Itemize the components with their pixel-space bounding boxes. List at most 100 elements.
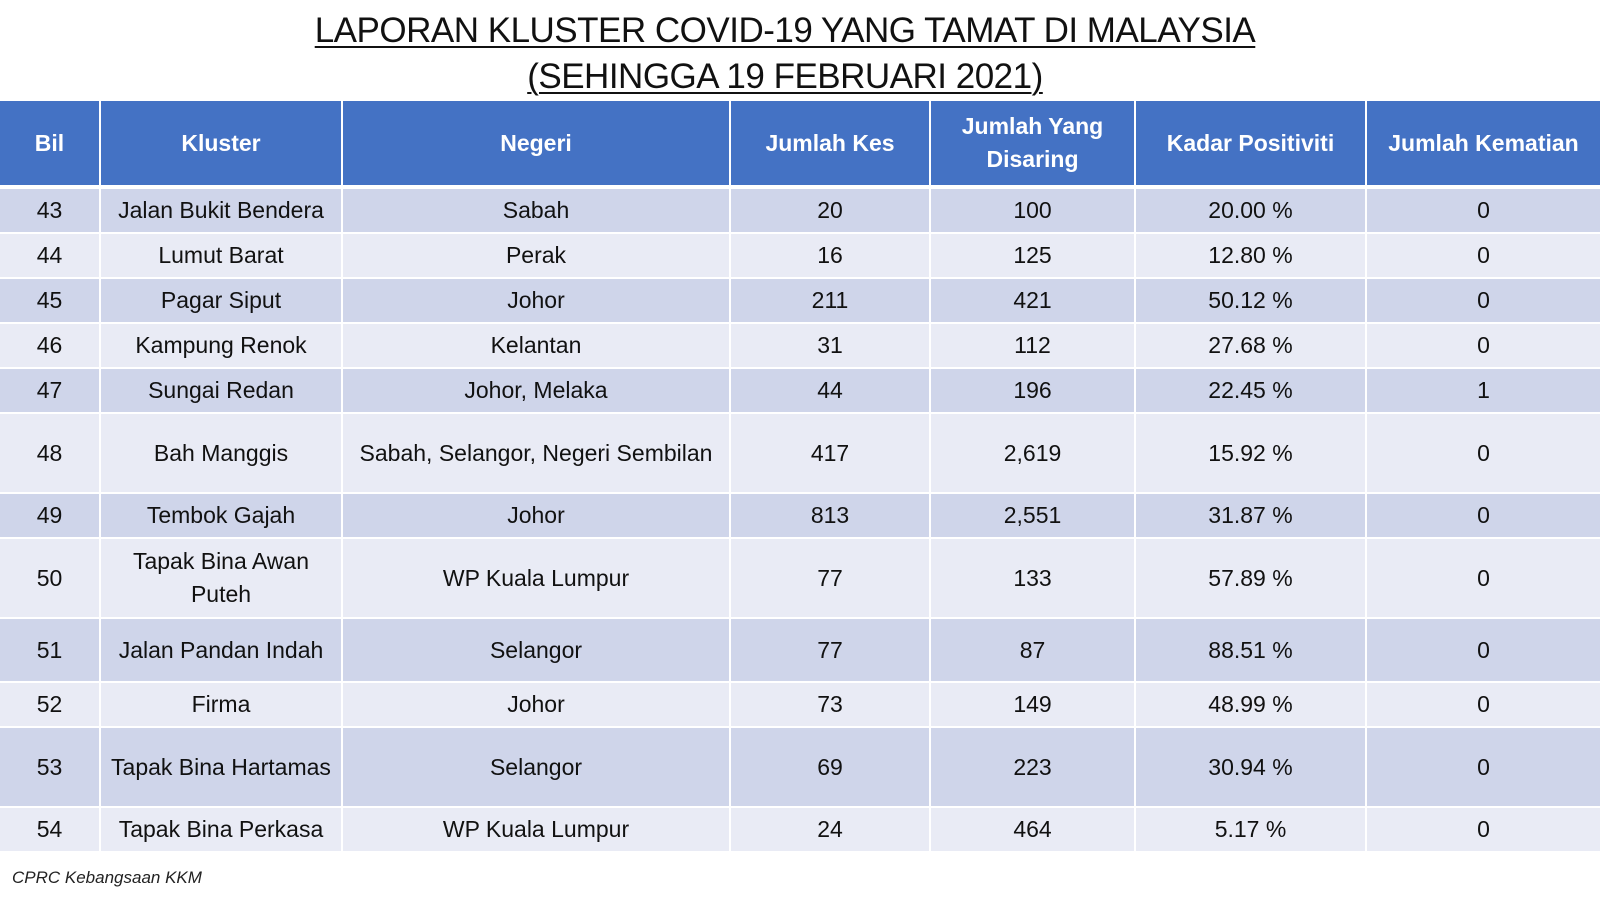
cell-bil: 43 bbox=[0, 187, 101, 234]
cell-kluster: Bah Manggis bbox=[100, 413, 343, 494]
cell-kadar-positiviti: 48.99 % bbox=[1135, 682, 1367, 728]
cell-jumlah-disaring: 149 bbox=[930, 682, 1136, 728]
cell-kluster: Pagar Siput bbox=[100, 278, 343, 324]
cell-bil: 50 bbox=[0, 538, 101, 619]
header-kluster: Kluster bbox=[100, 101, 343, 189]
header-bil: Bil bbox=[0, 101, 101, 189]
cell-jumlah-disaring: 2,619 bbox=[930, 413, 1136, 494]
table-row: 53 Tapak Bina Hartamas Selangor 69 223 3… bbox=[0, 727, 1600, 808]
cell-jumlah-kes: 24 bbox=[730, 807, 931, 853]
cell-bil: 52 bbox=[0, 682, 101, 728]
cell-kadar-positiviti: 30.94 % bbox=[1135, 727, 1367, 808]
cell-negeri: Perak bbox=[342, 233, 731, 279]
cell-negeri: Selangor bbox=[342, 727, 731, 808]
header-jumlah-kematian: Jumlah Kematian bbox=[1366, 101, 1600, 189]
cell-negeri: Johor bbox=[342, 278, 731, 324]
cell-kadar-positiviti: 22.45 % bbox=[1135, 368, 1367, 414]
cell-kluster: Firma bbox=[100, 682, 343, 728]
cell-negeri: Sabah, Selangor, Negeri Sembilan bbox=[342, 413, 731, 494]
cell-jumlah-disaring: 196 bbox=[930, 368, 1136, 414]
cell-jumlah-kematian: 0 bbox=[1366, 493, 1600, 539]
cell-negeri: Kelantan bbox=[342, 323, 731, 369]
cell-kluster: Lumut Barat bbox=[100, 233, 343, 279]
cell-kluster: Sungai Redan bbox=[100, 368, 343, 414]
cell-negeri: Johor bbox=[342, 682, 731, 728]
cell-jumlah-disaring: 421 bbox=[930, 278, 1136, 324]
cell-kluster: Jalan Pandan Indah bbox=[100, 618, 343, 683]
cell-jumlah-kematian: 0 bbox=[1366, 323, 1600, 369]
cell-jumlah-kematian: 0 bbox=[1366, 807, 1600, 853]
report-title: LAPORAN KLUSTER COVID-19 YANG TAMAT DI M… bbox=[0, 8, 1570, 100]
table-row: 46 Kampung Renok Kelantan 31 112 27.68 %… bbox=[0, 323, 1600, 369]
cell-jumlah-disaring: 100 bbox=[930, 187, 1136, 234]
cell-kadar-positiviti: 20.00 % bbox=[1135, 187, 1367, 234]
cell-jumlah-kes: 31 bbox=[730, 323, 931, 369]
cell-kluster: Jalan Bukit Bendera bbox=[100, 187, 343, 234]
table-row: 43 Jalan Bukit Bendera Sabah 20 100 20.0… bbox=[0, 187, 1600, 234]
cell-kadar-positiviti: 15.92 % bbox=[1135, 413, 1367, 494]
cell-kluster: Tapak Bina Hartamas bbox=[100, 727, 343, 808]
cell-jumlah-kes: 69 bbox=[730, 727, 931, 808]
cell-jumlah-kematian: 0 bbox=[1366, 413, 1600, 494]
header-jumlah-kes: Jumlah Kes bbox=[730, 101, 931, 189]
table-row: 50 Tapak Bina Awan Puteh WP Kuala Lumpur… bbox=[0, 538, 1600, 619]
table-header-row: Bil Kluster Negeri Jumlah Kes Jumlah Yan… bbox=[0, 101, 1600, 189]
cell-jumlah-kes: 44 bbox=[730, 368, 931, 414]
cell-bil: 46 bbox=[0, 323, 101, 369]
cell-kadar-positiviti: 31.87 % bbox=[1135, 493, 1367, 539]
cell-jumlah-disaring: 125 bbox=[930, 233, 1136, 279]
cell-bil: 44 bbox=[0, 233, 101, 279]
cell-bil: 47 bbox=[0, 368, 101, 414]
cell-jumlah-disaring: 2,551 bbox=[930, 493, 1136, 539]
cell-jumlah-disaring: 223 bbox=[930, 727, 1136, 808]
table-row: 52 Firma Johor 73 149 48.99 % 0 bbox=[0, 682, 1600, 728]
cell-negeri: Sabah bbox=[342, 187, 731, 234]
cell-jumlah-kematian: 0 bbox=[1366, 187, 1600, 234]
cell-negeri: WP Kuala Lumpur bbox=[342, 807, 731, 853]
table-row: 48 Bah Manggis Sabah, Selangor, Negeri S… bbox=[0, 413, 1600, 494]
header-kadar-positiviti: Kadar Positiviti bbox=[1135, 101, 1367, 189]
cell-jumlah-disaring: 133 bbox=[930, 538, 1136, 619]
cell-bil: 48 bbox=[0, 413, 101, 494]
header-jumlah-disaring: Jumlah Yang Disaring bbox=[930, 101, 1136, 189]
cell-kluster: Tapak Bina Awan Puteh bbox=[100, 538, 343, 619]
cell-bil: 49 bbox=[0, 493, 101, 539]
cell-negeri: Johor bbox=[342, 493, 731, 539]
cell-jumlah-kes: 417 bbox=[730, 413, 931, 494]
cell-jumlah-kes: 16 bbox=[730, 233, 931, 279]
cell-jumlah-disaring: 112 bbox=[930, 323, 1136, 369]
cell-kadar-positiviti: 5.17 % bbox=[1135, 807, 1367, 853]
cell-jumlah-disaring: 464 bbox=[930, 807, 1136, 853]
cell-kadar-positiviti: 50.12 % bbox=[1135, 278, 1367, 324]
cell-jumlah-kematian: 0 bbox=[1366, 538, 1600, 619]
table-row: 44 Lumut Barat Perak 16 125 12.80 % 0 bbox=[0, 233, 1600, 279]
header-negeri: Negeri bbox=[342, 101, 731, 189]
cell-jumlah-kematian: 1 bbox=[1366, 368, 1600, 414]
table-row: 45 Pagar Siput Johor 211 421 50.12 % 0 bbox=[0, 278, 1600, 324]
cell-jumlah-kes: 77 bbox=[730, 618, 931, 683]
cluster-table: Bil Kluster Negeri Jumlah Kes Jumlah Yan… bbox=[0, 101, 1600, 853]
cell-jumlah-kes: 73 bbox=[730, 682, 931, 728]
cell-kadar-positiviti: 27.68 % bbox=[1135, 323, 1367, 369]
cell-bil: 45 bbox=[0, 278, 101, 324]
cell-kadar-positiviti: 88.51 % bbox=[1135, 618, 1367, 683]
table-row: 54 Tapak Bina Perkasa WP Kuala Lumpur 24… bbox=[0, 807, 1600, 853]
cell-kadar-positiviti: 57.89 % bbox=[1135, 538, 1367, 619]
cell-kluster: Tapak Bina Perkasa bbox=[100, 807, 343, 853]
cell-bil: 53 bbox=[0, 727, 101, 808]
cell-jumlah-kematian: 0 bbox=[1366, 682, 1600, 728]
cell-negeri: WP Kuala Lumpur bbox=[342, 538, 731, 619]
cell-bil: 51 bbox=[0, 618, 101, 683]
cell-kadar-positiviti: 12.80 % bbox=[1135, 233, 1367, 279]
title-line-2: (SEHINGGA 19 FEBRUARI 2021) bbox=[527, 57, 1043, 96]
cell-jumlah-kes: 813 bbox=[730, 493, 931, 539]
cell-jumlah-kes: 77 bbox=[730, 538, 931, 619]
cell-jumlah-kematian: 0 bbox=[1366, 727, 1600, 808]
cell-jumlah-kematian: 0 bbox=[1366, 233, 1600, 279]
source-footnote: CPRC Kebangsaan KKM bbox=[12, 868, 202, 887]
cell-jumlah-kematian: 0 bbox=[1366, 278, 1600, 324]
table-row: 49 Tembok Gajah Johor 813 2,551 31.87 % … bbox=[0, 493, 1600, 539]
title-line-1: LAPORAN KLUSTER COVID-19 YANG TAMAT DI M… bbox=[314, 11, 1256, 50]
cell-bil: 54 bbox=[0, 807, 101, 853]
cell-kluster: Tembok Gajah bbox=[100, 493, 343, 539]
